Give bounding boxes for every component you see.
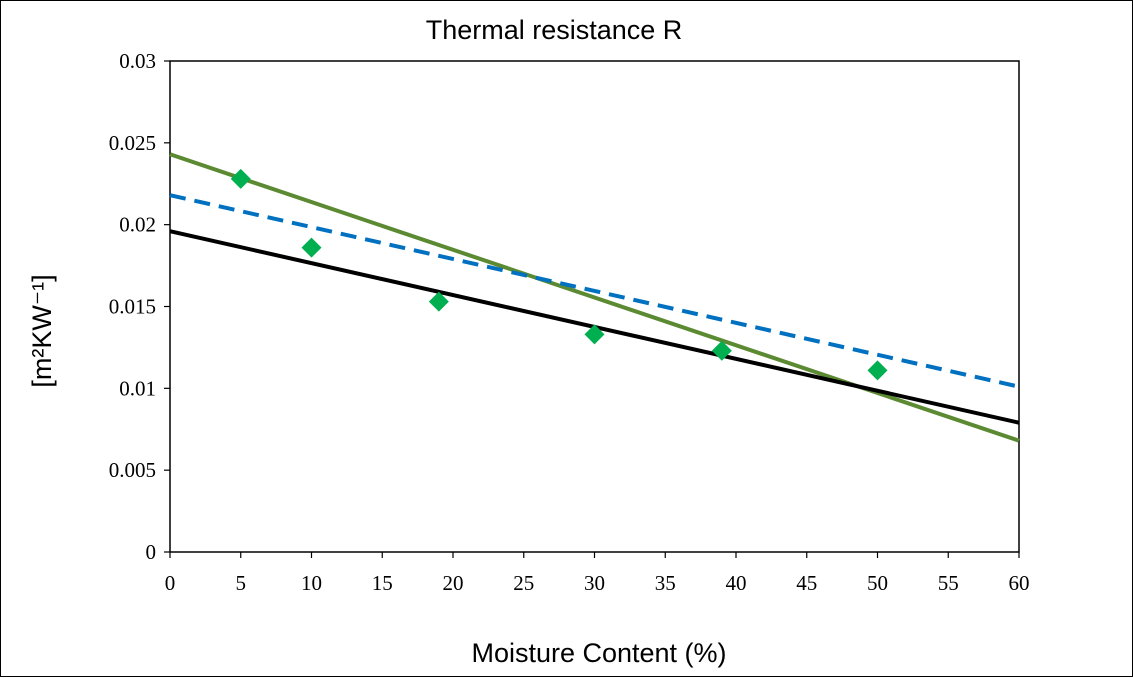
x-tick-label: 50 xyxy=(867,571,888,595)
y-axis-label: [m²KW⁻¹] xyxy=(27,274,57,387)
data-point xyxy=(428,291,449,312)
data-point xyxy=(301,237,322,258)
data-point xyxy=(867,360,888,381)
y-tick-label: 0.02 xyxy=(119,213,156,237)
series-line-1 xyxy=(169,152,1020,443)
x-tick-label: 15 xyxy=(372,571,393,595)
y-tick-label: 0.015 xyxy=(109,295,156,319)
x-tick-label: 40 xyxy=(726,571,747,595)
x-tick-label: 10 xyxy=(301,571,322,595)
y-tick-label: 0.03 xyxy=(119,49,156,73)
data-point xyxy=(230,168,251,189)
x-axis-label: Moisture Content (%) xyxy=(471,638,726,668)
x-tick-label: 20 xyxy=(443,571,464,595)
y-tick-label: 0.01 xyxy=(119,376,156,400)
plot-area xyxy=(169,60,1020,553)
series-line-2 xyxy=(169,193,1020,389)
data-point xyxy=(711,340,732,361)
x-tick-label: 35 xyxy=(655,571,676,595)
x-tick-label: 55 xyxy=(938,571,959,595)
x-tick-label: 60 xyxy=(1009,571,1030,595)
y-tick-label: 0 xyxy=(146,540,157,564)
x-tick-label: 30 xyxy=(584,571,605,595)
x-tick-label: 25 xyxy=(513,571,534,595)
x-tick-label: 5 xyxy=(236,571,247,595)
x-tick-label: 0 xyxy=(165,571,176,595)
y-tick-label: 0.025 xyxy=(109,131,156,155)
x-tick-label: 45 xyxy=(796,571,817,595)
y-tick-label: 0.005 xyxy=(109,458,156,482)
data-point xyxy=(584,324,605,345)
chart-title: Thermal resistance R xyxy=(426,15,683,45)
